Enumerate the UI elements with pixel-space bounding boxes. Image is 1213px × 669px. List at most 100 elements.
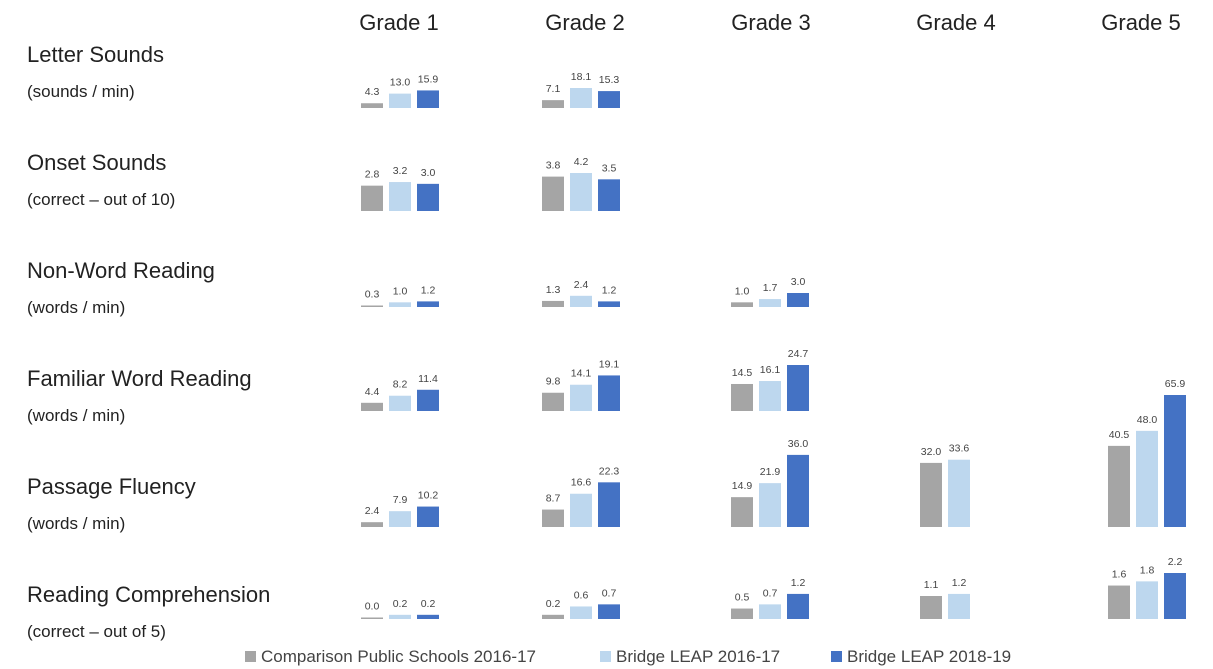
value-label-non-word-reading-grade3-s2: 1.7 bbox=[763, 282, 778, 294]
bar-familiar-word-reading-grade3-s2 bbox=[759, 381, 781, 411]
bar-non-word-reading-grade2-s1 bbox=[542, 300, 564, 307]
value-label-reading-comprehension-grade1-s1: 0.0 bbox=[365, 601, 380, 613]
value-label-letter-sounds-grade1-s1: 4.3 bbox=[365, 86, 380, 98]
bar-non-word-reading-grade1-s3 bbox=[417, 301, 439, 307]
row-label-reading-comprehension: Reading Comprehension bbox=[27, 582, 270, 607]
bar-reading-comprehension-grade3-s2 bbox=[759, 604, 781, 619]
value-label-onset-sounds-grade2-s2: 4.2 bbox=[574, 156, 589, 168]
row-unit-passage-fluency: (words / min) bbox=[27, 514, 125, 533]
value-label-non-word-reading-grade3-s3: 3.0 bbox=[791, 276, 806, 288]
bar-onset-sounds-grade2-s3 bbox=[598, 179, 620, 211]
bar-passage-fluency-grade3-s2 bbox=[759, 483, 781, 527]
bar-familiar-word-reading-grade3-s3 bbox=[787, 365, 809, 411]
value-label-letter-sounds-grade2-s3: 15.3 bbox=[599, 74, 620, 86]
value-label-reading-comprehension-grade1-s2: 0.2 bbox=[393, 598, 408, 610]
bar-familiar-word-reading-grade2-s2 bbox=[570, 384, 592, 411]
value-label-non-word-reading-grade2-s1: 1.3 bbox=[546, 284, 561, 296]
value-label-familiar-word-reading-grade3-s1: 14.5 bbox=[732, 367, 753, 379]
value-label-reading-comprehension-grade2-s1: 0.2 bbox=[546, 598, 561, 610]
bar-reading-comprehension-grade2-s1 bbox=[542, 614, 564, 619]
value-label-passage-fluency-grade3-s1: 14.9 bbox=[732, 480, 753, 492]
value-label-passage-fluency-grade5-s2: 48.0 bbox=[1137, 414, 1158, 426]
value-label-familiar-word-reading-grade2-s3: 19.1 bbox=[599, 358, 620, 370]
value-label-non-word-reading-grade2-s3: 1.2 bbox=[602, 284, 617, 296]
row-unit-non-word-reading: (words / min) bbox=[27, 298, 125, 317]
value-label-letter-sounds-grade2-s1: 7.1 bbox=[546, 83, 561, 95]
value-label-onset-sounds-grade1-s1: 2.8 bbox=[365, 169, 380, 181]
value-label-letter-sounds-grade1-s2: 13.0 bbox=[390, 77, 411, 89]
value-label-passage-fluency-grade3-s2: 21.9 bbox=[760, 466, 781, 478]
bar-letter-sounds-grade2-s1 bbox=[542, 100, 564, 108]
value-label-passage-fluency-grade2-s3: 22.3 bbox=[599, 465, 620, 477]
value-label-reading-comprehension-grade3-s1: 0.5 bbox=[735, 592, 750, 604]
value-label-passage-fluency-grade1-s3: 10.2 bbox=[418, 490, 439, 502]
bar-non-word-reading-grade2-s3 bbox=[598, 301, 620, 307]
bar-non-word-reading-grade1-s2 bbox=[389, 302, 411, 307]
value-label-reading-comprehension-grade1-s3: 0.2 bbox=[421, 598, 436, 610]
value-label-non-word-reading-grade1-s3: 1.2 bbox=[421, 284, 436, 296]
bar-reading-comprehension-grade1-s2 bbox=[389, 614, 411, 619]
grade-header-1: Grade 1 bbox=[359, 10, 439, 35]
bar-familiar-word-reading-grade3-s1 bbox=[731, 383, 753, 411]
bar-reading-comprehension-grade5-s3 bbox=[1164, 573, 1186, 619]
row-label-onset-sounds: Onset Sounds bbox=[27, 150, 166, 175]
value-label-onset-sounds-grade2-s3: 3.5 bbox=[602, 162, 617, 174]
bar-reading-comprehension-grade1-s3 bbox=[417, 614, 439, 619]
value-label-reading-comprehension-grade2-s2: 0.6 bbox=[574, 589, 589, 601]
bar-passage-fluency-grade3-s1 bbox=[731, 497, 753, 527]
bar-letter-sounds-grade2-s2 bbox=[570, 88, 592, 108]
value-label-passage-fluency-grade5-s1: 40.5 bbox=[1109, 429, 1130, 441]
bar-passage-fluency-grade5-s3 bbox=[1164, 395, 1186, 527]
grade-header-2: Grade 2 bbox=[545, 10, 625, 35]
grade-header-5: Grade 5 bbox=[1101, 10, 1181, 35]
legend-swatch-3 bbox=[831, 651, 842, 662]
value-label-familiar-word-reading-grade2-s2: 14.1 bbox=[571, 368, 592, 380]
bar-passage-fluency-grade5-s2 bbox=[1136, 430, 1158, 527]
bar-passage-fluency-grade2-s2 bbox=[570, 493, 592, 527]
legend-label-3: Bridge LEAP 2018-19 bbox=[847, 647, 1011, 666]
bar-passage-fluency-grade4-s2 bbox=[948, 459, 970, 527]
bar-reading-comprehension-grade4-s2 bbox=[948, 593, 970, 619]
bar-onset-sounds-grade1-s3 bbox=[417, 183, 439, 211]
value-label-non-word-reading-grade2-s2: 2.4 bbox=[574, 279, 589, 291]
bar-non-word-reading-grade3-s1 bbox=[731, 302, 753, 307]
bar-familiar-word-reading-grade2-s3 bbox=[598, 375, 620, 411]
value-label-reading-comprehension-grade5-s2: 1.8 bbox=[1140, 564, 1155, 576]
bar-familiar-word-reading-grade1-s3 bbox=[417, 389, 439, 411]
grade-header-3: Grade 3 bbox=[731, 10, 811, 35]
value-label-onset-sounds-grade1-s2: 3.2 bbox=[393, 165, 408, 177]
value-label-non-word-reading-grade1-s2: 1.0 bbox=[393, 285, 408, 297]
bar-onset-sounds-grade1-s2 bbox=[389, 182, 411, 211]
bar-passage-fluency-grade3-s3 bbox=[787, 454, 809, 527]
row-unit-onset-sounds: (correct – out of 10) bbox=[27, 190, 175, 209]
bar-reading-comprehension-grade3-s1 bbox=[731, 608, 753, 619]
value-label-onset-sounds-grade1-s3: 3.0 bbox=[421, 167, 436, 179]
value-label-passage-fluency-grade3-s3: 36.0 bbox=[788, 438, 809, 450]
value-label-reading-comprehension-grade3-s2: 0.7 bbox=[763, 587, 778, 599]
value-label-familiar-word-reading-grade1-s1: 4.4 bbox=[365, 386, 380, 398]
value-label-non-word-reading-grade1-s1: 0.3 bbox=[365, 289, 380, 301]
row-label-letter-sounds: Letter Sounds bbox=[27, 42, 164, 67]
bar-letter-sounds-grade2-s3 bbox=[598, 91, 620, 108]
row-unit-reading-comprehension: (correct – out of 5) bbox=[27, 622, 166, 641]
value-label-reading-comprehension-grade5-s1: 1.6 bbox=[1112, 569, 1127, 581]
value-label-familiar-word-reading-grade3-s2: 16.1 bbox=[760, 364, 781, 376]
bar-passage-fluency-grade2-s3 bbox=[598, 482, 620, 527]
bar-passage-fluency-grade1-s1 bbox=[361, 522, 383, 527]
row-unit-letter-sounds: (sounds / min) bbox=[27, 82, 135, 101]
value-label-reading-comprehension-grade4-s1: 1.1 bbox=[924, 579, 939, 591]
value-label-reading-comprehension-grade5-s3: 2.2 bbox=[1168, 556, 1183, 568]
row-unit-familiar-word-reading: (words / min) bbox=[27, 406, 125, 425]
bar-reading-comprehension-grade4-s1 bbox=[920, 596, 942, 619]
bar-reading-comprehension-grade2-s3 bbox=[598, 604, 620, 619]
value-label-passage-fluency-grade2-s1: 8.7 bbox=[546, 493, 561, 505]
bar-familiar-word-reading-grade2-s1 bbox=[542, 392, 564, 411]
value-label-reading-comprehension-grade4-s2: 1.2 bbox=[952, 577, 967, 589]
row-label-passage-fluency: Passage Fluency bbox=[27, 474, 196, 499]
value-label-passage-fluency-grade1-s2: 7.9 bbox=[393, 494, 408, 506]
value-label-letter-sounds-grade2-s2: 18.1 bbox=[571, 71, 592, 83]
bar-reading-comprehension-grade5-s2 bbox=[1136, 581, 1158, 619]
bar-onset-sounds-grade2-s1 bbox=[542, 176, 564, 211]
